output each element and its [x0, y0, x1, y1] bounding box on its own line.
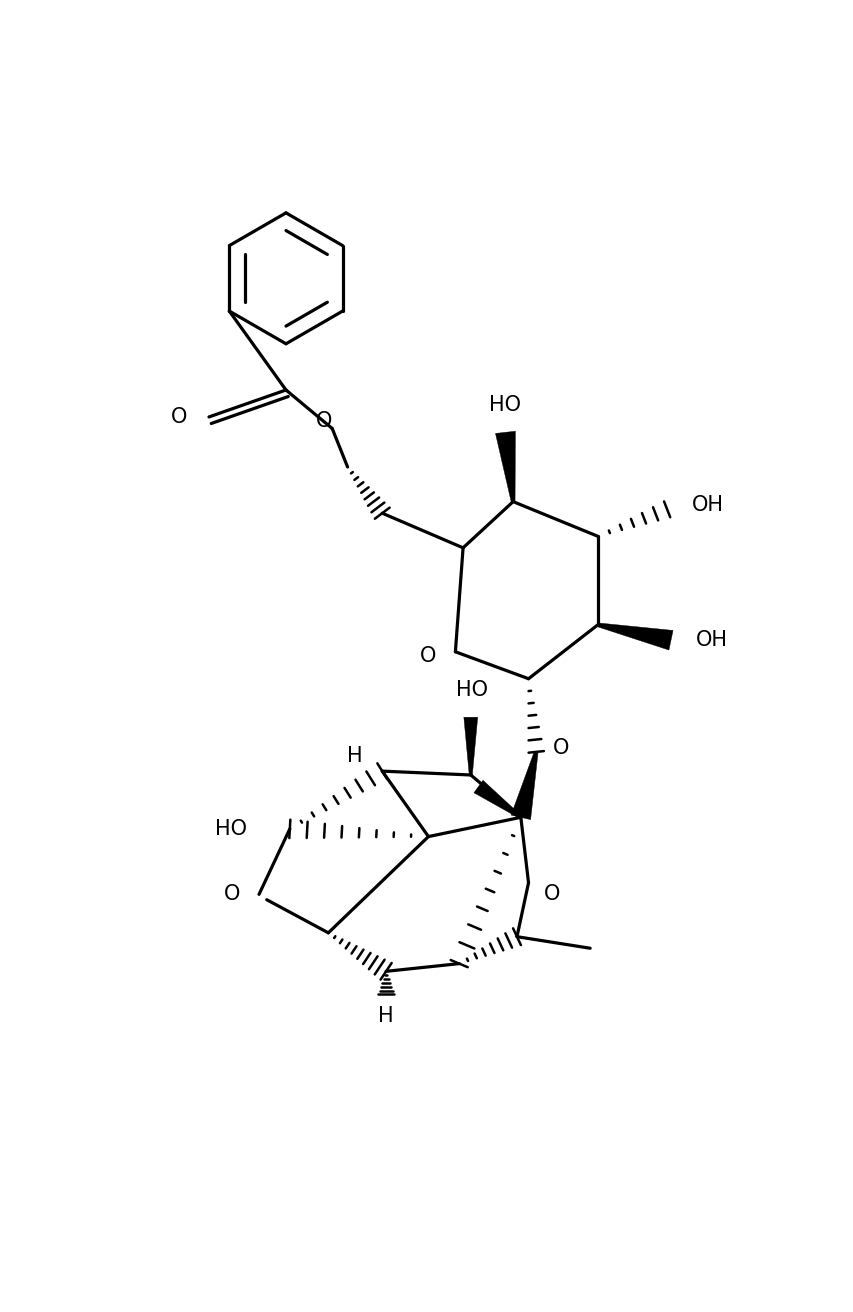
Text: H: H: [347, 745, 363, 766]
Polygon shape: [495, 432, 514, 502]
Text: H: H: [378, 1006, 393, 1026]
Polygon shape: [597, 623, 672, 649]
Text: O: O: [553, 739, 569, 758]
Text: O: O: [316, 411, 333, 430]
Polygon shape: [473, 781, 521, 819]
Polygon shape: [510, 752, 537, 820]
Text: O: O: [420, 646, 436, 665]
Text: O: O: [543, 884, 560, 904]
Text: OH: OH: [695, 630, 727, 651]
Text: O: O: [223, 884, 240, 904]
Text: HO: HO: [456, 681, 488, 701]
Text: HO: HO: [489, 395, 521, 416]
Text: O: O: [171, 407, 187, 426]
Polygon shape: [463, 718, 477, 775]
Text: HO: HO: [215, 819, 247, 838]
Text: OH: OH: [691, 496, 723, 516]
